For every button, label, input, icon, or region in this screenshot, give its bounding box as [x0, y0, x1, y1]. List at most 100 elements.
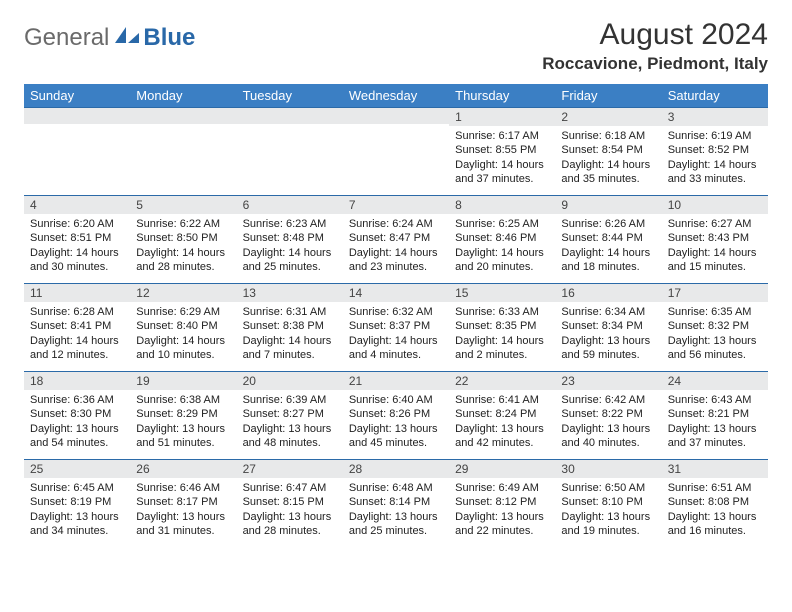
logo-text-general: General [24, 24, 109, 52]
calendar-cell: 25Sunrise: 6:45 AMSunset: 8:19 PMDayligh… [24, 459, 130, 547]
day-number: 29 [449, 459, 555, 478]
calendar-cell: 23Sunrise: 6:42 AMSunset: 8:22 PMDayligh… [555, 371, 661, 459]
day-number: 22 [449, 371, 555, 390]
day-details: Sunrise: 6:49 AMSunset: 8:12 PMDaylight:… [449, 478, 555, 542]
title-block: August 2024 Roccavione, Piedmont, Italy [542, 18, 768, 74]
day-number: 27 [237, 459, 343, 478]
day-details: Sunrise: 6:43 AMSunset: 8:21 PMDaylight:… [662, 390, 768, 454]
calendar-cell: 22Sunrise: 6:41 AMSunset: 8:24 PMDayligh… [449, 371, 555, 459]
day-number: 19 [130, 371, 236, 390]
day-number: 14 [343, 283, 449, 302]
calendar-cell: 8Sunrise: 6:25 AMSunset: 8:46 PMDaylight… [449, 195, 555, 283]
day-number: 24 [662, 371, 768, 390]
day-number: 10 [662, 195, 768, 214]
weekday-header: Wednesday [343, 84, 449, 107]
empty-day [237, 107, 343, 124]
calendar-cell: 19Sunrise: 6:38 AMSunset: 8:29 PMDayligh… [130, 371, 236, 459]
day-number: 12 [130, 283, 236, 302]
day-details: Sunrise: 6:24 AMSunset: 8:47 PMDaylight:… [343, 214, 449, 278]
empty-day [130, 107, 236, 124]
day-number: 26 [130, 459, 236, 478]
calendar-cell: 31Sunrise: 6:51 AMSunset: 8:08 PMDayligh… [662, 459, 768, 547]
day-details: Sunrise: 6:34 AMSunset: 8:34 PMDaylight:… [555, 302, 661, 366]
weekday-header: Tuesday [237, 84, 343, 107]
day-number: 9 [555, 195, 661, 214]
day-number: 18 [24, 371, 130, 390]
day-details: Sunrise: 6:50 AMSunset: 8:10 PMDaylight:… [555, 478, 661, 542]
weekday-header: Sunday [24, 84, 130, 107]
day-number: 11 [24, 283, 130, 302]
calendar-cell: 6Sunrise: 6:23 AMSunset: 8:48 PMDaylight… [237, 195, 343, 283]
calendar-cell: 20Sunrise: 6:39 AMSunset: 8:27 PMDayligh… [237, 371, 343, 459]
calendar-cell: 17Sunrise: 6:35 AMSunset: 8:32 PMDayligh… [662, 283, 768, 371]
day-details: Sunrise: 6:18 AMSunset: 8:54 PMDaylight:… [555, 126, 661, 190]
calendar-cell: 21Sunrise: 6:40 AMSunset: 8:26 PMDayligh… [343, 371, 449, 459]
day-details: Sunrise: 6:33 AMSunset: 8:35 PMDaylight:… [449, 302, 555, 366]
day-details: Sunrise: 6:32 AMSunset: 8:37 PMDaylight:… [343, 302, 449, 366]
day-details: Sunrise: 6:17 AMSunset: 8:55 PMDaylight:… [449, 126, 555, 190]
empty-day [24, 107, 130, 124]
calendar-cell: 4Sunrise: 6:20 AMSunset: 8:51 PMDaylight… [24, 195, 130, 283]
day-number: 3 [662, 107, 768, 126]
header: General Blue August 2024 Roccavione, Pie… [24, 18, 768, 74]
calendar-cell [343, 107, 449, 195]
day-details: Sunrise: 6:22 AMSunset: 8:50 PMDaylight:… [130, 214, 236, 278]
empty-day [343, 107, 449, 124]
day-number: 7 [343, 195, 449, 214]
calendar-cell [24, 107, 130, 195]
calendar-cell: 9Sunrise: 6:26 AMSunset: 8:44 PMDaylight… [555, 195, 661, 283]
logo-sail-icon [113, 25, 141, 45]
day-details: Sunrise: 6:23 AMSunset: 8:48 PMDaylight:… [237, 214, 343, 278]
day-details: Sunrise: 6:31 AMSunset: 8:38 PMDaylight:… [237, 302, 343, 366]
calendar-cell: 29Sunrise: 6:49 AMSunset: 8:12 PMDayligh… [449, 459, 555, 547]
calendar-cell: 18Sunrise: 6:36 AMSunset: 8:30 PMDayligh… [24, 371, 130, 459]
calendar-cell: 12Sunrise: 6:29 AMSunset: 8:40 PMDayligh… [130, 283, 236, 371]
day-number: 8 [449, 195, 555, 214]
day-details: Sunrise: 6:36 AMSunset: 8:30 PMDaylight:… [24, 390, 130, 454]
day-details: Sunrise: 6:48 AMSunset: 8:14 PMDaylight:… [343, 478, 449, 542]
day-number: 28 [343, 459, 449, 478]
calendar-row: 25Sunrise: 6:45 AMSunset: 8:19 PMDayligh… [24, 459, 768, 547]
calendar-cell [237, 107, 343, 195]
day-number: 4 [24, 195, 130, 214]
day-details: Sunrise: 6:19 AMSunset: 8:52 PMDaylight:… [662, 126, 768, 190]
weekday-header: Monday [130, 84, 236, 107]
month-title: August 2024 [542, 18, 768, 52]
calendar-cell: 16Sunrise: 6:34 AMSunset: 8:34 PMDayligh… [555, 283, 661, 371]
calendar-body: 1Sunrise: 6:17 AMSunset: 8:55 PMDaylight… [24, 107, 768, 547]
calendar-cell: 7Sunrise: 6:24 AMSunset: 8:47 PMDaylight… [343, 195, 449, 283]
day-number: 17 [662, 283, 768, 302]
day-number: 15 [449, 283, 555, 302]
day-details: Sunrise: 6:41 AMSunset: 8:24 PMDaylight:… [449, 390, 555, 454]
day-details: Sunrise: 6:35 AMSunset: 8:32 PMDaylight:… [662, 302, 768, 366]
day-details: Sunrise: 6:29 AMSunset: 8:40 PMDaylight:… [130, 302, 236, 366]
weekday-header: Friday [555, 84, 661, 107]
day-number: 25 [24, 459, 130, 478]
day-number: 6 [237, 195, 343, 214]
day-number: 13 [237, 283, 343, 302]
day-details: Sunrise: 6:42 AMSunset: 8:22 PMDaylight:… [555, 390, 661, 454]
calendar-cell: 28Sunrise: 6:48 AMSunset: 8:14 PMDayligh… [343, 459, 449, 547]
day-number: 21 [343, 371, 449, 390]
calendar-row: 1Sunrise: 6:17 AMSunset: 8:55 PMDaylight… [24, 107, 768, 195]
calendar-cell: 10Sunrise: 6:27 AMSunset: 8:43 PMDayligh… [662, 195, 768, 283]
day-number: 30 [555, 459, 661, 478]
calendar-cell: 5Sunrise: 6:22 AMSunset: 8:50 PMDaylight… [130, 195, 236, 283]
weekday-header: Saturday [662, 84, 768, 107]
day-details: Sunrise: 6:25 AMSunset: 8:46 PMDaylight:… [449, 214, 555, 278]
day-details: Sunrise: 6:45 AMSunset: 8:19 PMDaylight:… [24, 478, 130, 542]
day-details: Sunrise: 6:40 AMSunset: 8:26 PMDaylight:… [343, 390, 449, 454]
day-details: Sunrise: 6:20 AMSunset: 8:51 PMDaylight:… [24, 214, 130, 278]
calendar-cell: 1Sunrise: 6:17 AMSunset: 8:55 PMDaylight… [449, 107, 555, 195]
calendar-cell: 30Sunrise: 6:50 AMSunset: 8:10 PMDayligh… [555, 459, 661, 547]
day-number: 23 [555, 371, 661, 390]
calendar: SundayMondayTuesdayWednesdayThursdayFrid… [24, 84, 768, 547]
day-details: Sunrise: 6:28 AMSunset: 8:41 PMDaylight:… [24, 302, 130, 366]
day-details: Sunrise: 6:26 AMSunset: 8:44 PMDaylight:… [555, 214, 661, 278]
calendar-cell [130, 107, 236, 195]
calendar-cell: 13Sunrise: 6:31 AMSunset: 8:38 PMDayligh… [237, 283, 343, 371]
calendar-cell: 26Sunrise: 6:46 AMSunset: 8:17 PMDayligh… [130, 459, 236, 547]
calendar-cell: 3Sunrise: 6:19 AMSunset: 8:52 PMDaylight… [662, 107, 768, 195]
calendar-cell: 14Sunrise: 6:32 AMSunset: 8:37 PMDayligh… [343, 283, 449, 371]
day-details: Sunrise: 6:47 AMSunset: 8:15 PMDaylight:… [237, 478, 343, 542]
